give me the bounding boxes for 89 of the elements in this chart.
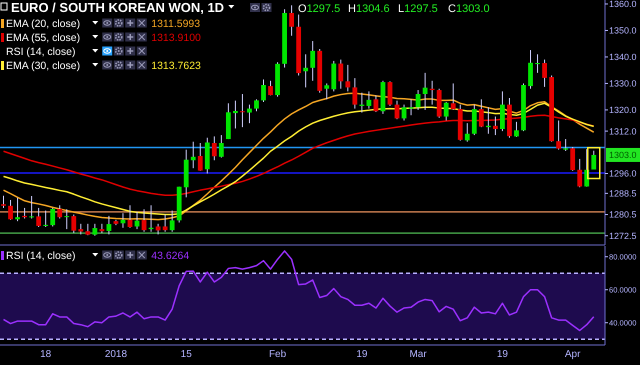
candlestick (268, 80, 273, 96)
y-tick-label: 1330.0 (609, 78, 637, 89)
candlestick (64, 208, 70, 230)
candlestick (261, 78, 266, 102)
candlestick (535, 54, 540, 74)
candlestick (374, 94, 378, 113)
candlestick (394, 100, 400, 120)
candlestick (359, 92, 364, 114)
legend-label: EMA (20, close) (6, 18, 80, 30)
x-tick-label: Mar (409, 349, 428, 360)
x-tick-label: 18 (40, 349, 52, 360)
candlestick (422, 72, 428, 110)
legend-label: EMA (30, close) (6, 60, 80, 72)
line-series (2, 250, 595, 332)
candlestick (338, 59, 344, 90)
candlestick (366, 90, 372, 110)
candlestick (43, 210, 48, 228)
candlestick (514, 121, 519, 138)
candlestick (591, 150, 596, 170)
annotation: L1297.5 (398, 3, 438, 15)
annotation: RSI (14, close) (6, 46, 76, 58)
candlestick (57, 204, 62, 220)
candlestick (240, 94, 245, 128)
y-tick-label: 1340.0 (609, 52, 637, 62)
annotation: 1313.7623 (151, 60, 202, 72)
x-tick-label: 19 (356, 349, 368, 360)
candlestick (232, 100, 238, 129)
candlestick (444, 101, 449, 122)
candlestick (310, 40, 316, 82)
legend-label: RSI (14, close) (6, 250, 76, 262)
candlestick (170, 210, 175, 232)
annotation: O1297.5 (298, 3, 340, 15)
annotation: C1303.0 (448, 3, 490, 15)
candlestick (254, 98, 259, 112)
candlestick (218, 134, 224, 158)
y-tick-label: 1288.5 (609, 188, 637, 198)
candlestick (36, 207, 42, 228)
y-tick-label: 1280.5 (609, 210, 637, 220)
candlestick (134, 211, 140, 230)
candlestick (198, 142, 203, 172)
candlestick (128, 204, 132, 228)
text: 1303.0 (609, 150, 637, 160)
y-tick-label: 1296.0 (609, 168, 637, 179)
y-tick-label: 1272.5 (609, 230, 637, 241)
candlestick (50, 207, 56, 227)
candlestick (577, 158, 582, 188)
candlestick (156, 223, 160, 235)
candlestick (345, 64, 350, 92)
candlestick (416, 90, 420, 110)
candlestick (8, 199, 13, 220)
annotation: 43.6264 (151, 250, 190, 262)
candlestick (71, 214, 76, 234)
x-tick-label: 2018 (104, 349, 128, 360)
candlestick (247, 104, 252, 124)
candlestick (106, 215, 112, 235)
x-tick-label: Apr (564, 349, 582, 360)
candlestick (528, 50, 533, 90)
candlestick (542, 59, 547, 88)
y-tick-label: 1360.0 (609, 0, 637, 10)
candlestick (162, 214, 168, 232)
candlestick (29, 196, 34, 220)
annotation: 1313.9100 (151, 32, 202, 44)
candlestick (92, 223, 98, 236)
x-tick-label: 15 (180, 349, 192, 360)
candlestick (289, 4, 294, 36)
candlestick (120, 212, 126, 228)
candlestick (212, 136, 217, 161)
candlestick (15, 197, 20, 222)
candlestick (352, 78, 358, 110)
x-tick-label: Feb (268, 349, 287, 360)
candlestick (402, 104, 406, 122)
annotation: 1311.5993 (151, 18, 200, 30)
candlestick (430, 80, 435, 106)
chart-title: EURO / SOUTH KOREAN WON, 1D (11, 0, 224, 15)
candlestick (78, 223, 84, 235)
candlestick (85, 223, 90, 236)
candlestick (570, 146, 576, 172)
candlestick (464, 122, 470, 142)
candlestick (99, 223, 104, 234)
candlestick (1, 195, 6, 208)
legend-label: EMA (55, close) (6, 32, 80, 44)
candlestick (142, 208, 146, 232)
y-tick-label: 1312.0 (609, 126, 637, 136)
x-tick-label: 19 (496, 349, 508, 360)
candlestick (388, 80, 392, 106)
y-tick-label: 1350.0 (609, 26, 637, 36)
y-tick-label: 1320.0 (609, 105, 637, 116)
candlestick (556, 120, 562, 150)
annotation: H1304.6 (348, 3, 390, 15)
